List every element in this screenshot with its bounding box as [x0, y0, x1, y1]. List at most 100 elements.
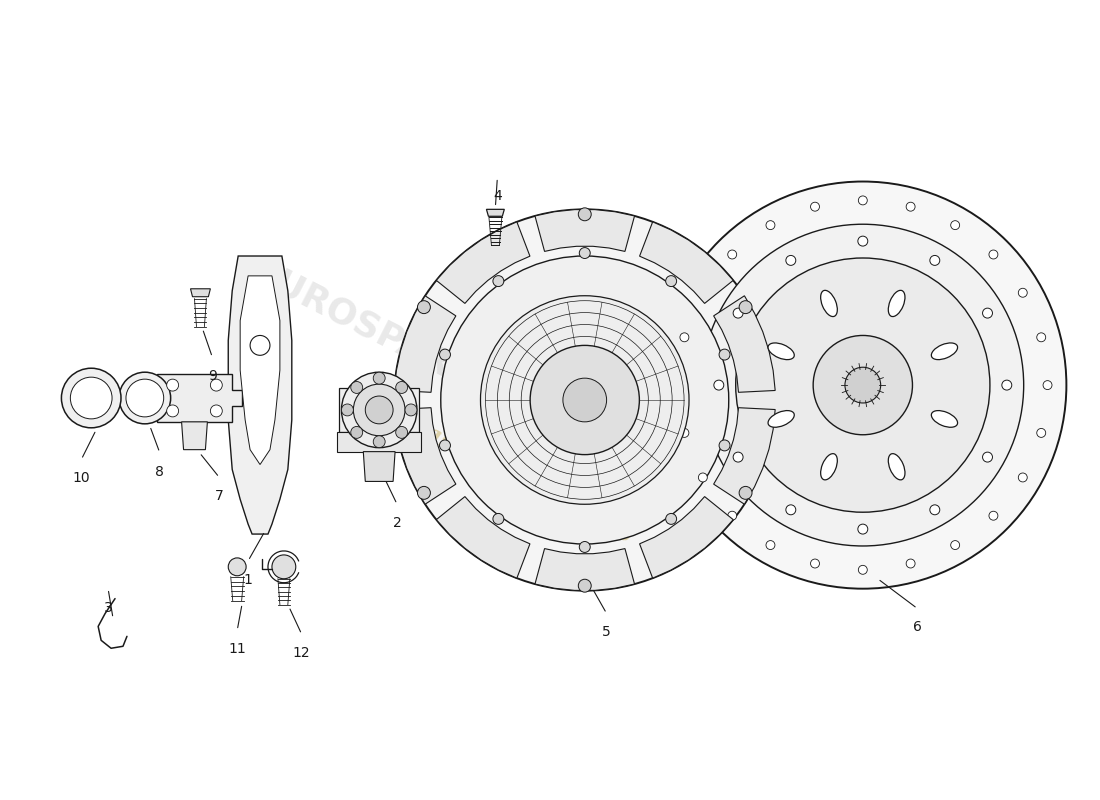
- Circle shape: [719, 349, 730, 360]
- Circle shape: [813, 335, 913, 434]
- Text: 5: 5: [602, 626, 610, 639]
- Circle shape: [210, 405, 222, 417]
- Circle shape: [950, 541, 959, 550]
- Circle shape: [680, 429, 689, 438]
- Circle shape: [440, 440, 450, 451]
- Circle shape: [62, 368, 121, 428]
- Circle shape: [930, 505, 939, 514]
- Circle shape: [930, 255, 939, 266]
- Circle shape: [70, 377, 112, 419]
- Text: 4: 4: [493, 190, 502, 203]
- Circle shape: [785, 505, 795, 514]
- Polygon shape: [157, 374, 242, 422]
- Polygon shape: [535, 210, 635, 251]
- Circle shape: [719, 440, 730, 451]
- Ellipse shape: [821, 454, 837, 480]
- Circle shape: [119, 372, 170, 424]
- Ellipse shape: [768, 410, 794, 427]
- Circle shape: [733, 308, 744, 318]
- Polygon shape: [437, 497, 530, 578]
- Circle shape: [580, 542, 591, 553]
- Polygon shape: [229, 256, 292, 534]
- Circle shape: [1037, 333, 1046, 342]
- Circle shape: [739, 301, 752, 314]
- Text: 3: 3: [103, 601, 112, 614]
- Circle shape: [733, 452, 744, 462]
- Text: 8: 8: [155, 465, 164, 478]
- Circle shape: [579, 579, 591, 592]
- Circle shape: [493, 276, 504, 286]
- Ellipse shape: [889, 454, 905, 480]
- Polygon shape: [486, 210, 504, 216]
- Circle shape: [1002, 380, 1012, 390]
- Polygon shape: [714, 408, 775, 504]
- Circle shape: [493, 514, 504, 524]
- Circle shape: [714, 380, 724, 390]
- Circle shape: [906, 559, 915, 568]
- Circle shape: [698, 473, 707, 482]
- Circle shape: [579, 208, 591, 221]
- Circle shape: [728, 511, 737, 520]
- Circle shape: [728, 250, 737, 259]
- Circle shape: [811, 202, 819, 211]
- Circle shape: [982, 308, 992, 318]
- Polygon shape: [190, 289, 210, 297]
- Polygon shape: [338, 432, 421, 452]
- Circle shape: [167, 379, 178, 391]
- Circle shape: [341, 404, 353, 416]
- Circle shape: [418, 486, 430, 499]
- Text: 1: 1: [244, 573, 253, 586]
- Circle shape: [680, 333, 689, 342]
- Circle shape: [229, 558, 246, 576]
- Circle shape: [666, 276, 676, 286]
- Polygon shape: [340, 388, 419, 432]
- Circle shape: [858, 524, 868, 534]
- Circle shape: [736, 258, 990, 512]
- Polygon shape: [394, 296, 455, 392]
- Circle shape: [396, 382, 408, 394]
- Polygon shape: [535, 549, 635, 590]
- Polygon shape: [639, 497, 734, 578]
- Circle shape: [373, 372, 385, 384]
- Circle shape: [1019, 288, 1027, 298]
- Circle shape: [1043, 381, 1052, 390]
- Circle shape: [989, 250, 998, 259]
- Circle shape: [845, 367, 881, 403]
- Circle shape: [982, 452, 992, 462]
- Circle shape: [250, 335, 270, 355]
- Text: passion for parts: passion for parts: [404, 412, 637, 547]
- Text: 7: 7: [214, 490, 223, 503]
- Text: 9: 9: [208, 370, 217, 383]
- Text: 12: 12: [293, 646, 310, 660]
- Circle shape: [210, 379, 222, 391]
- Circle shape: [563, 378, 606, 422]
- Polygon shape: [639, 222, 734, 303]
- Circle shape: [858, 236, 868, 246]
- Text: 10: 10: [73, 471, 90, 486]
- Circle shape: [396, 426, 408, 438]
- Circle shape: [858, 196, 867, 205]
- Circle shape: [702, 224, 1024, 546]
- Circle shape: [785, 255, 795, 266]
- Polygon shape: [437, 222, 530, 303]
- Circle shape: [950, 221, 959, 230]
- Text: EUROSPAR: EUROSPAR: [246, 256, 456, 385]
- Text: 11: 11: [229, 642, 246, 656]
- Ellipse shape: [932, 343, 958, 360]
- Circle shape: [373, 436, 385, 448]
- Circle shape: [673, 381, 683, 390]
- Circle shape: [341, 372, 417, 448]
- Ellipse shape: [889, 290, 905, 317]
- Text: 2: 2: [393, 516, 402, 530]
- Circle shape: [698, 288, 707, 298]
- Circle shape: [353, 384, 405, 436]
- Circle shape: [405, 404, 417, 416]
- Circle shape: [766, 221, 774, 230]
- Circle shape: [167, 405, 178, 417]
- Circle shape: [481, 296, 689, 504]
- Circle shape: [766, 541, 774, 550]
- Polygon shape: [363, 452, 395, 482]
- Circle shape: [989, 511, 998, 520]
- Ellipse shape: [768, 343, 794, 360]
- Circle shape: [1019, 473, 1027, 482]
